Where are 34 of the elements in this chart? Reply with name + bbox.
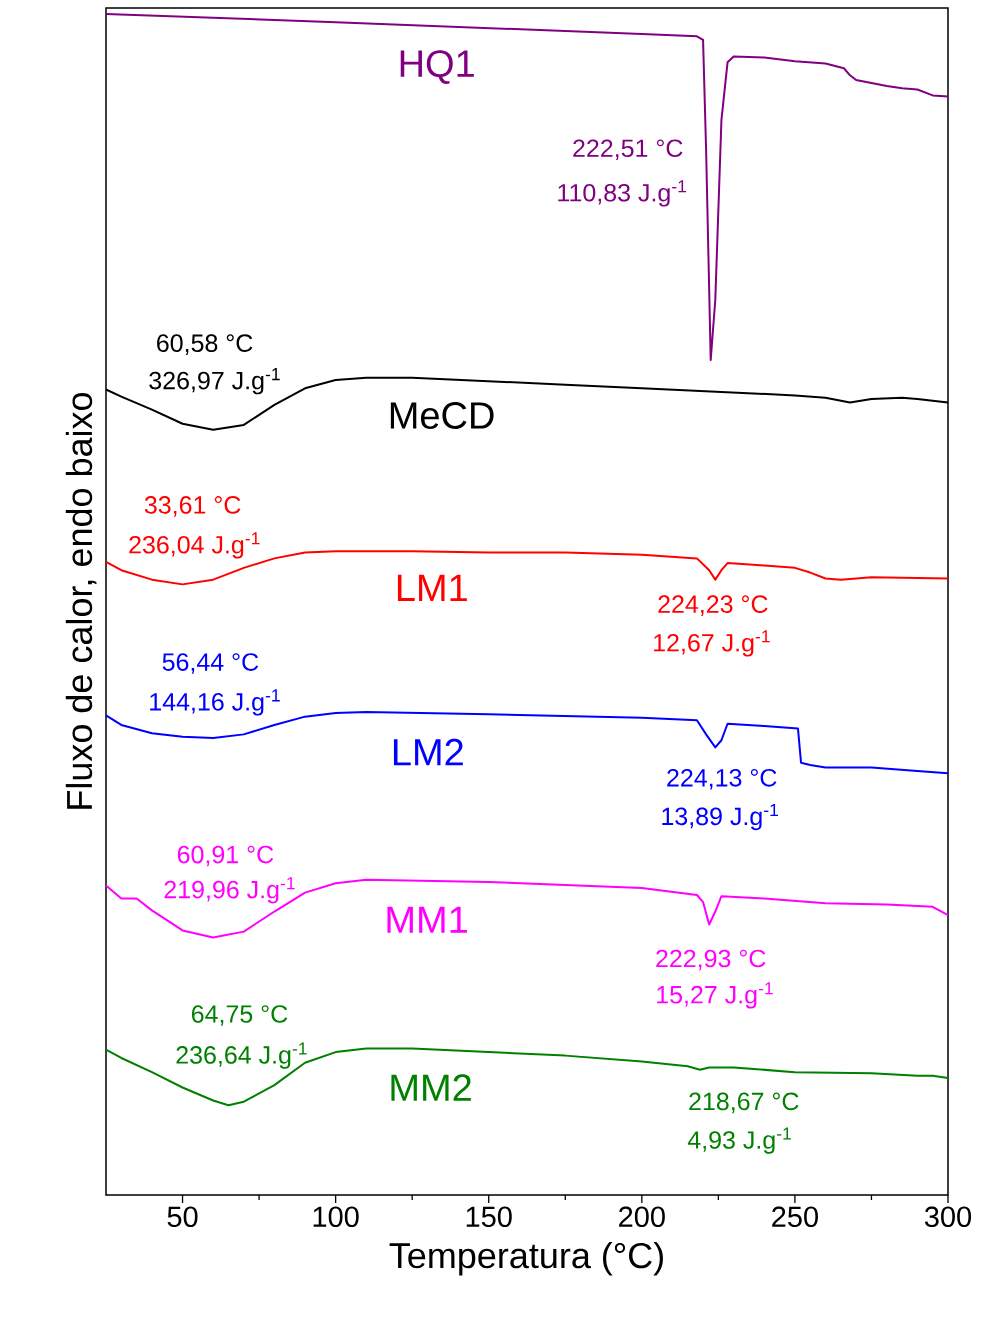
annotation: 4,93 J.g$^{-1}$ xyxy=(687,1127,791,1154)
annotation: 60,91 °C xyxy=(177,845,274,867)
annotation: 110,83 J.g$^{-1}$ xyxy=(558,180,687,207)
series-label: LM2 xyxy=(393,738,463,766)
annotation: 236,64 J.g$^{-1}$ xyxy=(176,1042,307,1069)
x-tick-label: 50 xyxy=(167,1206,198,1228)
series-label: MM2 xyxy=(391,1074,471,1101)
series-label: MM1 xyxy=(387,906,467,933)
annotation: 326,97 J.g$^{-1}$ xyxy=(149,368,280,395)
x-tick-label: 250 xyxy=(772,1206,818,1228)
series-label: HQ1 xyxy=(400,50,474,84)
y-axis-title: Fluxo de calor, endo baixo xyxy=(65,392,97,809)
annotation: 13,89 J.g$^{-1}$ xyxy=(662,803,778,831)
x-tick-label: 150 xyxy=(466,1206,512,1228)
annotation: 218,67 °C xyxy=(689,1092,799,1114)
annotation: 224,13 °C xyxy=(667,768,777,790)
annotation: 15,27 J.g$^{-1}$ xyxy=(657,982,773,1009)
x-tick-label: 200 xyxy=(619,1206,665,1228)
series-label: MeCD xyxy=(390,402,494,429)
annotation: 224,23 °C xyxy=(658,595,768,616)
annotation: 222,93 °C xyxy=(656,949,766,971)
series-label: LM1 xyxy=(397,574,467,601)
annotation: 144,16 J.g$^{-1}$ xyxy=(150,689,280,716)
annotation: 64,75 °C xyxy=(191,1005,288,1026)
annotation: 60,58 °C xyxy=(157,334,253,355)
annotation: 222,51 °C xyxy=(573,139,683,161)
annotation: 12,67 J.g$^{-1}$ xyxy=(654,630,770,657)
annotation: 56,44 °C xyxy=(162,653,259,674)
x-tick-label: 100 xyxy=(313,1206,359,1228)
annotation: 236,04 J.g$^{-1}$ xyxy=(129,532,260,559)
annotation: 219,96 J.g$^{-1}$ xyxy=(164,877,295,904)
x-axis-title: Temperatura (°C) xyxy=(389,1241,663,1276)
annotation: 33,61 °C xyxy=(144,496,241,517)
x-tick-label: 300 xyxy=(924,1206,972,1228)
